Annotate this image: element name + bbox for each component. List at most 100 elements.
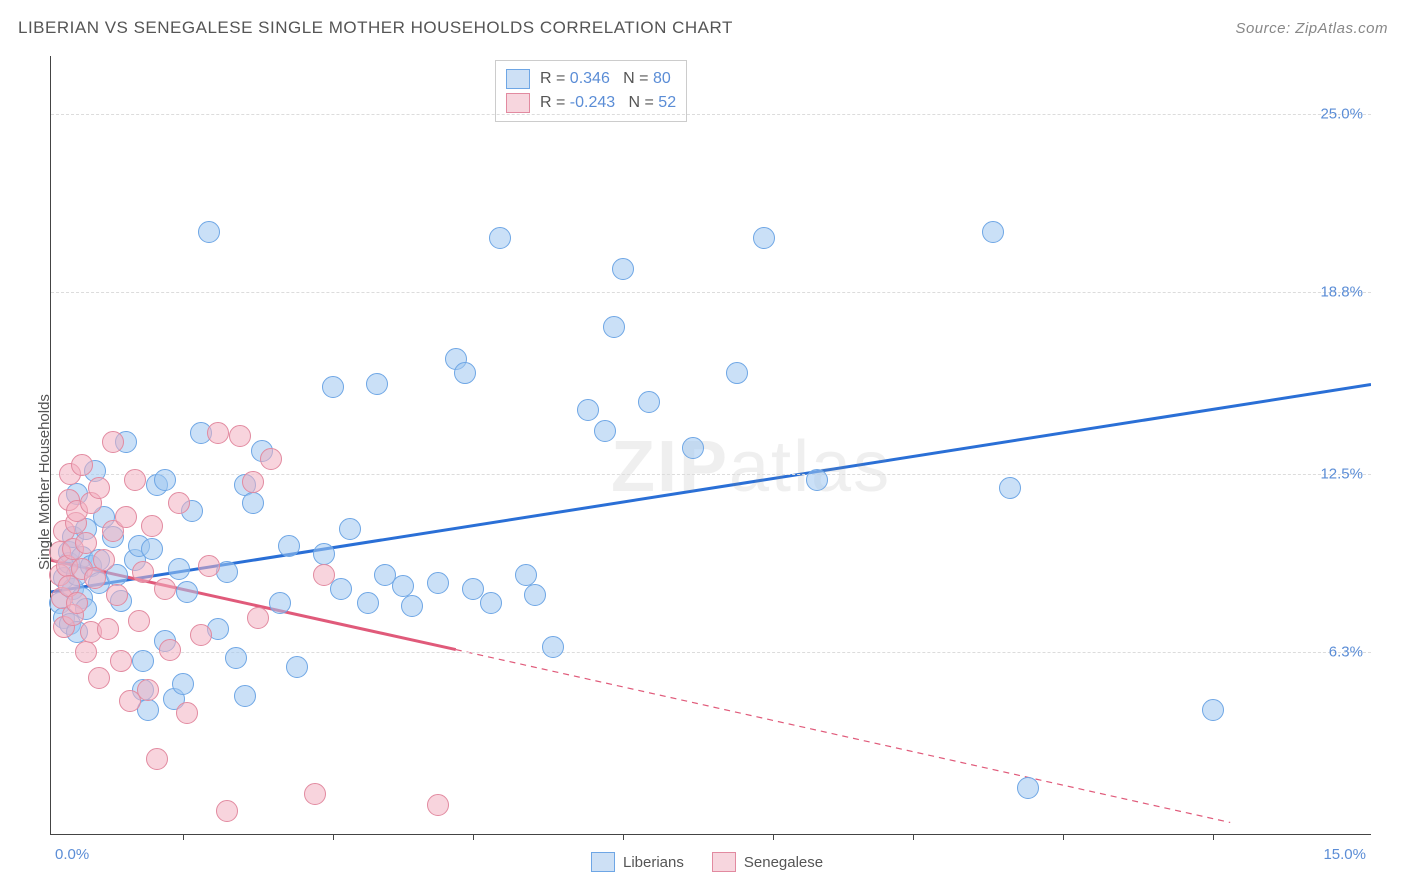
gridline bbox=[51, 114, 1371, 115]
xtick-mark bbox=[1063, 834, 1064, 840]
series-legend-label: Senegalese bbox=[744, 854, 823, 871]
scatter-point bbox=[247, 607, 269, 629]
legend-swatch bbox=[506, 93, 530, 113]
gridline bbox=[51, 292, 1371, 293]
series-legend: Liberians Senegalese bbox=[591, 852, 823, 872]
scatter-point bbox=[97, 618, 119, 640]
scatter-point bbox=[330, 578, 352, 600]
chart-title: LIBERIAN VS SENEGALESE SINGLE MOTHER HOU… bbox=[18, 18, 733, 38]
xtick-mark bbox=[183, 834, 184, 840]
legend-swatch bbox=[506, 69, 530, 89]
xtick-mark bbox=[1213, 834, 1214, 840]
xtick-mark bbox=[773, 834, 774, 840]
scatter-point bbox=[339, 518, 361, 540]
scatter-point bbox=[198, 221, 220, 243]
scatter-point bbox=[401, 595, 423, 617]
scatter-point bbox=[260, 448, 282, 470]
scatter-point bbox=[154, 469, 176, 491]
scatter-point bbox=[110, 650, 132, 672]
stats-legend-row: R = -0.243 N = 52 bbox=[506, 91, 676, 115]
xtick-mark bbox=[913, 834, 914, 840]
scatter-point bbox=[137, 679, 159, 701]
scatter-point bbox=[207, 422, 229, 444]
gridline bbox=[51, 652, 1371, 653]
scatter-point bbox=[392, 575, 414, 597]
scatter-point bbox=[1202, 699, 1224, 721]
scatter-point bbox=[982, 221, 1004, 243]
title-bar: LIBERIAN VS SENEGALESE SINGLE MOTHER HOU… bbox=[18, 18, 1388, 38]
scatter-point bbox=[524, 584, 546, 606]
scatter-point bbox=[154, 578, 176, 600]
scatter-point bbox=[106, 584, 128, 606]
scatter-point bbox=[71, 454, 93, 476]
legend-swatch bbox=[591, 852, 615, 872]
trend-lines-svg bbox=[51, 56, 1371, 834]
scatter-point bbox=[427, 794, 449, 816]
scatter-point bbox=[577, 399, 599, 421]
series-legend-item: Liberians bbox=[591, 852, 684, 872]
source-label: Source: ZipAtlas.com bbox=[1235, 20, 1388, 37]
xtick-mark bbox=[623, 834, 624, 840]
stats-legend-text: R = -0.243 N = 52 bbox=[540, 94, 676, 112]
scatter-point bbox=[168, 492, 190, 514]
plot-area: ZIPatlas R = 0.346 N = 80R = -0.243 N = … bbox=[50, 56, 1371, 835]
yaxis-label: Single Mother Households bbox=[36, 394, 53, 570]
scatter-point bbox=[75, 532, 97, 554]
x-max-label: 15.0% bbox=[1323, 846, 1366, 863]
scatter-point bbox=[357, 592, 379, 614]
scatter-point bbox=[242, 492, 264, 514]
ytick-label: 6.3% bbox=[1329, 644, 1363, 661]
scatter-point bbox=[172, 673, 194, 695]
scatter-point bbox=[141, 515, 163, 537]
legend-swatch bbox=[712, 852, 736, 872]
scatter-point bbox=[1017, 777, 1039, 799]
scatter-point bbox=[269, 592, 291, 614]
scatter-point bbox=[88, 477, 110, 499]
scatter-point bbox=[128, 610, 150, 632]
scatter-point bbox=[176, 581, 198, 603]
scatter-point bbox=[234, 685, 256, 707]
scatter-point bbox=[132, 561, 154, 583]
scatter-point bbox=[198, 555, 220, 577]
stats-legend-text: R = 0.346 N = 80 bbox=[540, 70, 671, 88]
ytick-label: 18.8% bbox=[1320, 284, 1363, 301]
scatter-point bbox=[313, 564, 335, 586]
scatter-point bbox=[515, 564, 537, 586]
scatter-point bbox=[480, 592, 502, 614]
series-legend-label: Liberians bbox=[623, 854, 684, 871]
xtick-mark bbox=[333, 834, 334, 840]
scatter-point bbox=[594, 420, 616, 442]
series-legend-item: Senegalese bbox=[712, 852, 823, 872]
scatter-point bbox=[229, 425, 251, 447]
scatter-point bbox=[132, 650, 154, 672]
scatter-point bbox=[322, 376, 344, 398]
watermark-bold: ZIP bbox=[611, 427, 729, 507]
scatter-point bbox=[146, 748, 168, 770]
stats-legend-row: R = 0.346 N = 80 bbox=[506, 67, 676, 91]
scatter-point bbox=[124, 469, 146, 491]
scatter-point bbox=[141, 538, 163, 560]
trend-line bbox=[456, 650, 1230, 823]
scatter-point bbox=[93, 549, 115, 571]
scatter-point bbox=[216, 800, 238, 822]
scatter-point bbox=[242, 471, 264, 493]
scatter-point bbox=[75, 641, 97, 663]
xtick-mark bbox=[473, 834, 474, 840]
scatter-point bbox=[115, 506, 137, 528]
scatter-point bbox=[603, 316, 625, 338]
scatter-point bbox=[753, 227, 775, 249]
scatter-point bbox=[176, 702, 198, 724]
scatter-point bbox=[612, 258, 634, 280]
ytick-label: 25.0% bbox=[1320, 105, 1363, 122]
scatter-point bbox=[159, 639, 181, 661]
scatter-point bbox=[542, 636, 564, 658]
scatter-point bbox=[168, 558, 190, 580]
scatter-point bbox=[190, 624, 212, 646]
scatter-point bbox=[454, 362, 476, 384]
scatter-point bbox=[225, 647, 247, 669]
scatter-point bbox=[66, 592, 88, 614]
scatter-point bbox=[88, 667, 110, 689]
x-origin-label: 0.0% bbox=[55, 846, 89, 863]
scatter-point bbox=[427, 572, 449, 594]
scatter-point bbox=[999, 477, 1021, 499]
